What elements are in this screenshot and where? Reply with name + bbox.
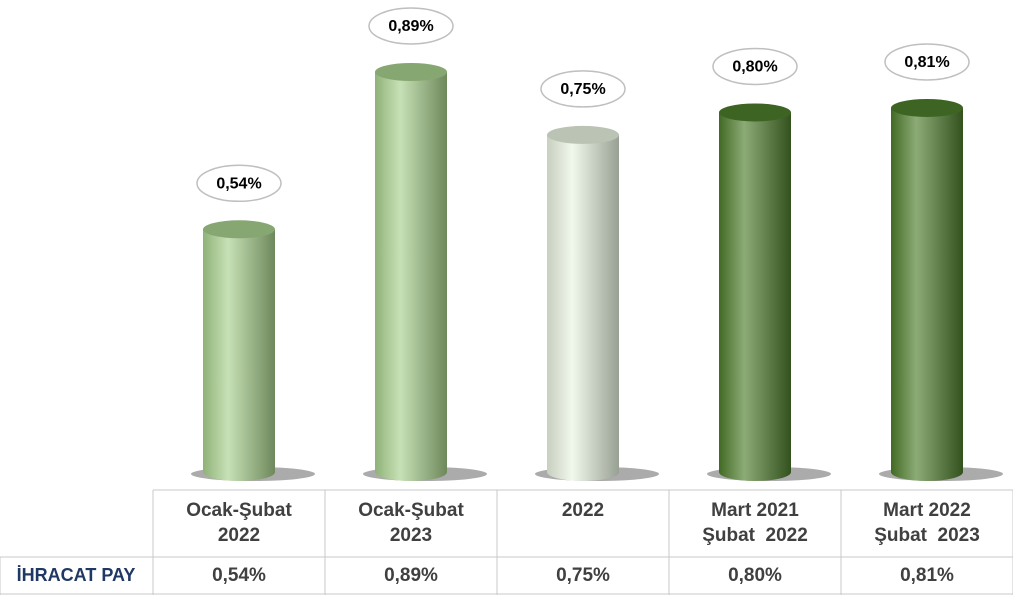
category-label: Ocak-Şubat 2022 — [186, 500, 292, 546]
category-label: Mart 2021 Şubat 2022 — [702, 500, 808, 546]
category-label: Ocak-Şubat 2023 — [358, 500, 464, 546]
bar — [891, 107, 963, 473]
bar-top — [547, 125, 619, 144]
data-label: 0,89% — [388, 18, 433, 35]
table-row-header: İHRACAT PAY — [17, 565, 136, 585]
table-value: 0,75% — [556, 565, 610, 586]
bar — [203, 229, 275, 472]
bar-top — [719, 103, 791, 122]
category-label: Mart 2022 Şubat 2023 — [874, 500, 980, 546]
data-label-bubble — [540, 70, 626, 108]
table-value: 0,81% — [900, 565, 954, 586]
table-value: 0,89% — [384, 565, 438, 586]
bar-top — [203, 220, 275, 239]
table-value: 0,54% — [212, 565, 266, 586]
data-label: 0,81% — [904, 54, 949, 71]
table-value: 0,80% — [728, 565, 782, 586]
data-label-bubble — [884, 43, 970, 81]
bar-top — [375, 63, 447, 81]
data-label-bubble — [196, 164, 282, 203]
data-label-bubble — [712, 47, 798, 86]
data-label-bubble — [368, 7, 454, 45]
bar — [547, 134, 619, 473]
bar — [375, 72, 447, 472]
bar-top — [891, 98, 963, 117]
data-label: 0,75% — [560, 81, 605, 98]
category-label: 2022 — [562, 500, 604, 521]
bar — [719, 112, 791, 473]
data-label: 0,80% — [732, 59, 777, 76]
data-label: 0,54% — [216, 176, 261, 193]
